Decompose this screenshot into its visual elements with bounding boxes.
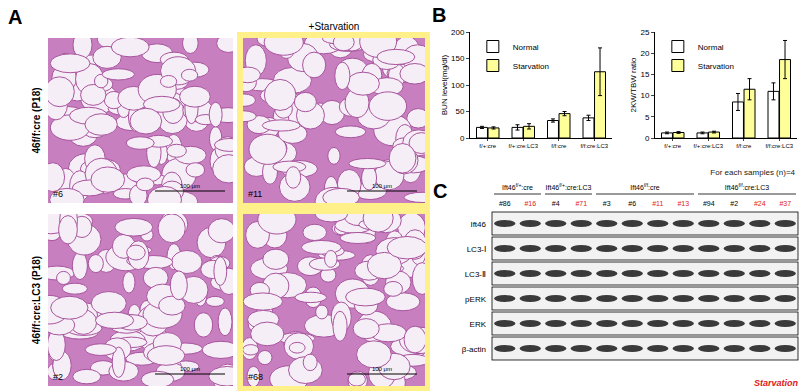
svg-text:f/+:cre:LC3: f/+:cre:LC3 — [508, 143, 538, 149]
svg-text:#13: #13 — [677, 200, 689, 207]
svg-text:200: 200 — [451, 28, 465, 37]
svg-text:#11: #11 — [652, 200, 663, 207]
svg-text:Ift46f/+:cre: Ift46f/+:cre — [502, 182, 533, 191]
svg-text:100: 100 — [451, 81, 465, 90]
svg-text:LC3-Ⅱ: LC3-Ⅱ — [465, 270, 486, 279]
svg-text:#37: #37 — [779, 200, 791, 207]
svg-text:f/f:cre:LC3: f/f:cre:LC3 — [580, 143, 608, 149]
svg-text:150: 150 — [451, 54, 465, 63]
svg-text:15: 15 — [640, 70, 649, 79]
svg-text:β-actin: β-actin — [462, 345, 486, 354]
svg-text:#86: #86 — [499, 200, 511, 207]
svg-text:46f/f:cre:LC3 (P18): 46f/f:cre:LC3 (P18) — [31, 256, 42, 344]
svg-text:100 μm: 100 μm — [372, 183, 392, 189]
svg-text:#71: #71 — [575, 200, 587, 207]
svg-text:f/+:cre: f/+:cre — [479, 143, 497, 149]
svg-text:f/f:cre:LC3: f/f:cre:LC3 — [765, 143, 793, 149]
svg-text:Ift46f/+:cre:LC3: Ift46f/+:cre:LC3 — [546, 182, 592, 191]
svg-text:f/f:cre: f/f:cre — [736, 143, 752, 149]
svg-text:Normal: Normal — [698, 43, 724, 52]
svg-text:Starvation: Starvation — [513, 62, 549, 71]
svg-text:A: A — [8, 6, 22, 28]
svg-text:#24: #24 — [754, 200, 766, 207]
svg-text:Normal: Normal — [513, 43, 539, 52]
svg-text:+Starvation: +Starvation — [309, 21, 360, 32]
svg-text:f/f:cre: f/f:cre — [551, 143, 567, 149]
svg-text:pERK: pERK — [465, 295, 487, 304]
svg-text:0: 0 — [460, 134, 465, 143]
svg-text:#4: #4 — [552, 200, 560, 207]
svg-text:LC3-Ⅰ: LC3-Ⅰ — [467, 245, 486, 254]
svg-text:Ift46: Ift46 — [470, 220, 486, 229]
svg-text:100 μm: 100 μm — [180, 183, 200, 189]
svg-text:C: C — [433, 180, 447, 202]
svg-text:ERK: ERK — [470, 320, 487, 329]
svg-text:#11: #11 — [248, 189, 262, 199]
svg-text:10: 10 — [640, 91, 649, 100]
svg-text:20: 20 — [640, 49, 649, 58]
svg-text:#2: #2 — [730, 200, 738, 207]
svg-text:BUN level(mg/dl): BUN level(mg/dl) — [440, 54, 449, 115]
svg-text:#16: #16 — [524, 200, 536, 207]
svg-text:2KW/TBW ratio: 2KW/TBW ratio — [629, 57, 638, 113]
svg-text:Ift46f/f:cre:LC3: Ift46f/f:cre:LC3 — [725, 182, 769, 191]
svg-text:25: 25 — [640, 28, 649, 37]
svg-text:#3: #3 — [603, 200, 611, 207]
svg-text:100 μm: 100 μm — [180, 366, 200, 372]
svg-text:Ift46f/f:cre: Ift46f/f:cre — [630, 182, 660, 191]
svg-text:100 μm: 100 μm — [372, 366, 392, 372]
svg-text:Starvation: Starvation — [698, 62, 734, 71]
svg-text:46f/f:cre (P18): 46f/f:cre (P18) — [31, 87, 42, 153]
svg-text:5: 5 — [645, 113, 650, 122]
svg-text:#6: #6 — [628, 200, 636, 207]
svg-text:50: 50 — [455, 107, 464, 116]
svg-text:Starvation: Starvation — [754, 378, 799, 388]
svg-text:#2: #2 — [53, 372, 63, 382]
svg-text:#6: #6 — [53, 189, 63, 199]
svg-text:f/+:cre:LC3: f/+:cre:LC3 — [693, 143, 723, 149]
svg-text:f/+:cre: f/+:cre — [664, 143, 682, 149]
svg-text:#68: #68 — [248, 372, 263, 382]
html-text:For each samples (n)=4: For each samples (n)=4 — [710, 168, 795, 177]
svg-text:#94: #94 — [703, 200, 715, 207]
svg-text:0: 0 — [645, 134, 650, 143]
html-text:B: B — [432, 4, 447, 26]
